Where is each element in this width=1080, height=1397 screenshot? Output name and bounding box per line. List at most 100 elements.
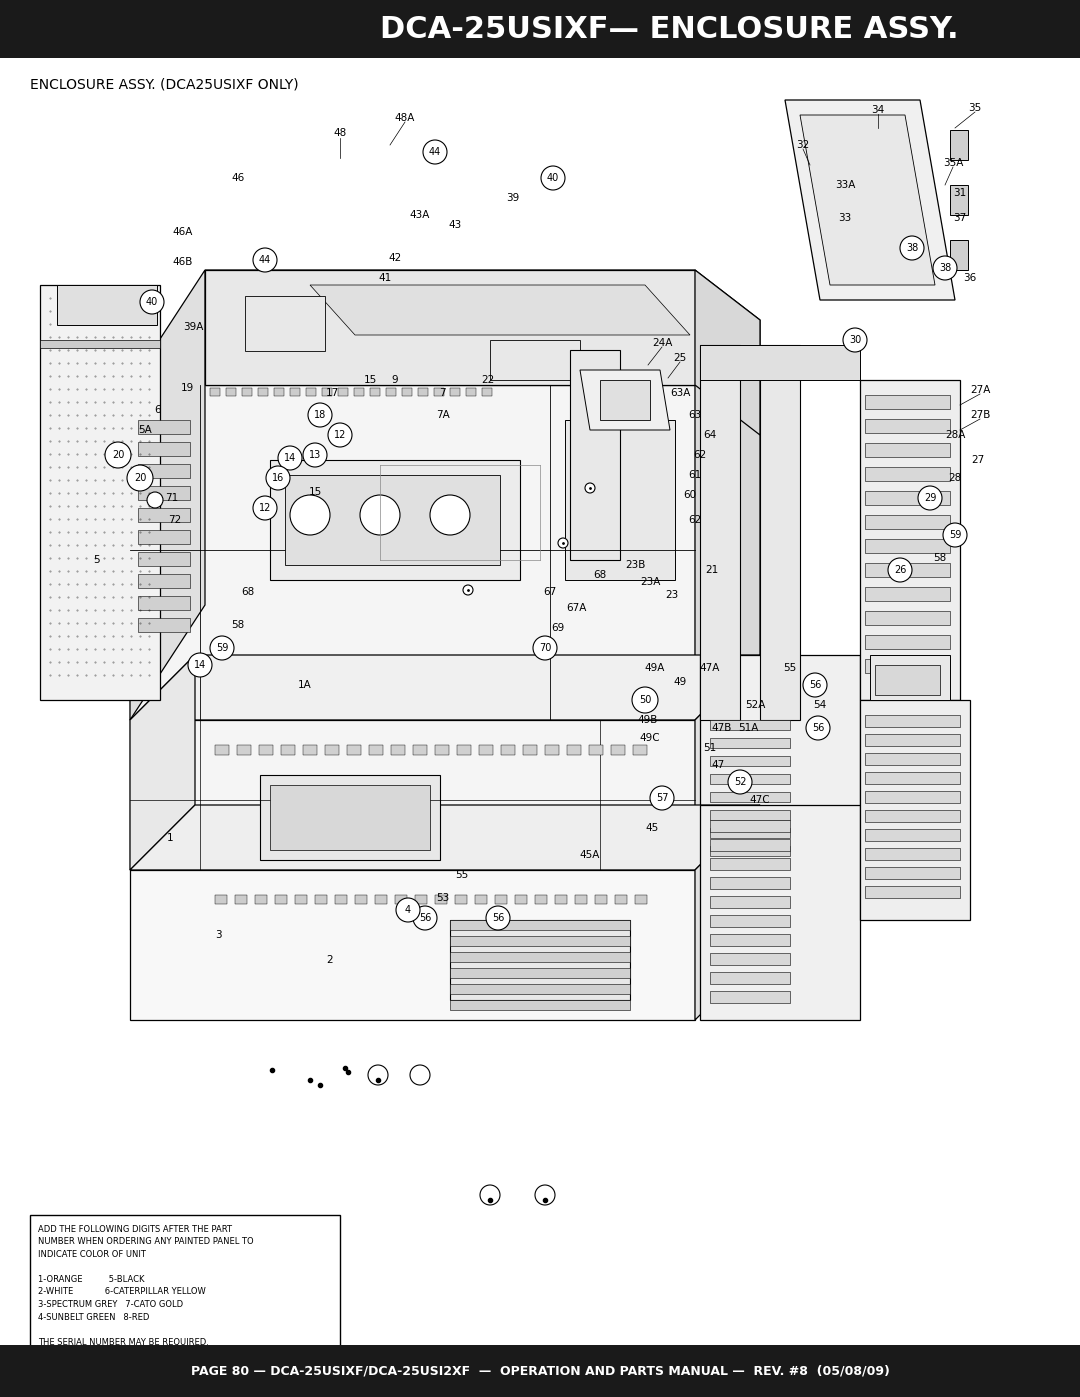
Text: 34: 34 [872,105,885,115]
Bar [865,563,950,577]
Text: 23: 23 [665,590,678,599]
Text: 28: 28 [948,474,961,483]
Bar [710,858,789,870]
Text: 49A: 49A [645,664,665,673]
Text: 26: 26 [894,564,906,576]
Bar [865,515,950,529]
Text: 23B: 23B [625,560,645,570]
Text: 28A: 28A [945,430,966,440]
Text: 63: 63 [688,409,702,420]
Bar [475,895,487,904]
Text: 56: 56 [812,724,824,733]
Bar [457,745,471,754]
Circle shape [900,236,924,260]
Bar [565,420,675,580]
Bar [369,745,383,754]
Text: 20: 20 [134,474,146,483]
Polygon shape [696,320,760,719]
Circle shape [147,492,163,509]
Text: 19: 19 [180,383,193,393]
Text: 70: 70 [539,643,551,652]
Text: 44: 44 [259,256,271,265]
Text: 50: 50 [638,694,651,705]
Text: 2: 2 [326,956,334,965]
Bar [515,895,527,904]
Text: 37: 37 [954,212,967,224]
Bar [710,840,789,851]
Text: 27: 27 [971,455,985,465]
Text: 22: 22 [482,374,495,386]
Text: 13: 13 [309,450,321,460]
Bar [865,791,960,803]
Text: 43A: 43A [409,210,430,219]
Circle shape [396,898,420,922]
Text: 9: 9 [392,374,399,386]
Polygon shape [700,655,860,870]
Bar [138,441,190,455]
Circle shape [308,402,332,427]
Bar [295,895,307,904]
Circle shape [278,446,302,469]
Circle shape [918,486,942,510]
Text: 55: 55 [783,664,797,673]
Text: 42: 42 [389,253,402,263]
Text: 12: 12 [334,430,347,440]
Bar [710,774,789,784]
Bar [865,419,950,433]
Circle shape [430,495,470,535]
Bar [435,745,449,754]
Bar [354,388,364,395]
Circle shape [266,467,291,490]
Bar [138,552,190,566]
Bar [710,895,789,908]
Text: 61: 61 [688,469,702,481]
Circle shape [188,652,212,678]
Circle shape [558,538,568,548]
Bar [710,810,789,820]
Polygon shape [130,655,760,719]
Text: 15: 15 [309,488,322,497]
Circle shape [728,770,752,793]
Bar [226,388,237,395]
Text: 59: 59 [949,529,961,541]
Bar [865,659,950,673]
Text: 51: 51 [703,743,717,753]
Bar [237,745,251,754]
Bar [950,184,968,215]
Bar [480,745,492,754]
Text: 55: 55 [456,870,469,880]
Bar [138,420,190,434]
Polygon shape [130,805,760,870]
Bar [347,745,361,754]
Polygon shape [130,270,205,719]
Bar [138,509,190,522]
Bar [950,240,968,270]
Circle shape [480,1185,500,1206]
Text: 14: 14 [194,659,206,671]
Text: 14: 14 [284,453,296,462]
Bar [865,467,950,481]
Text: 47A: 47A [700,664,720,673]
Circle shape [368,1065,388,1085]
Polygon shape [580,370,670,430]
Text: 1: 1 [166,833,173,842]
Text: 51A: 51A [738,724,758,733]
Bar [710,756,789,766]
Text: 30: 30 [849,335,861,345]
Bar [455,895,467,904]
Text: 58: 58 [231,620,245,630]
Text: 48A: 48A [395,113,415,123]
Text: 39A: 39A [183,321,203,332]
Polygon shape [860,380,960,700]
Text: 49: 49 [673,678,687,687]
Bar [255,895,267,904]
Text: 67: 67 [543,587,556,597]
Bar [710,935,789,946]
Text: 5A: 5A [138,425,152,434]
Text: 12: 12 [259,503,271,513]
Bar [710,820,789,833]
Bar [615,895,627,904]
Text: 17: 17 [325,388,339,398]
Text: 4: 4 [405,905,411,915]
Text: 72: 72 [168,515,181,525]
